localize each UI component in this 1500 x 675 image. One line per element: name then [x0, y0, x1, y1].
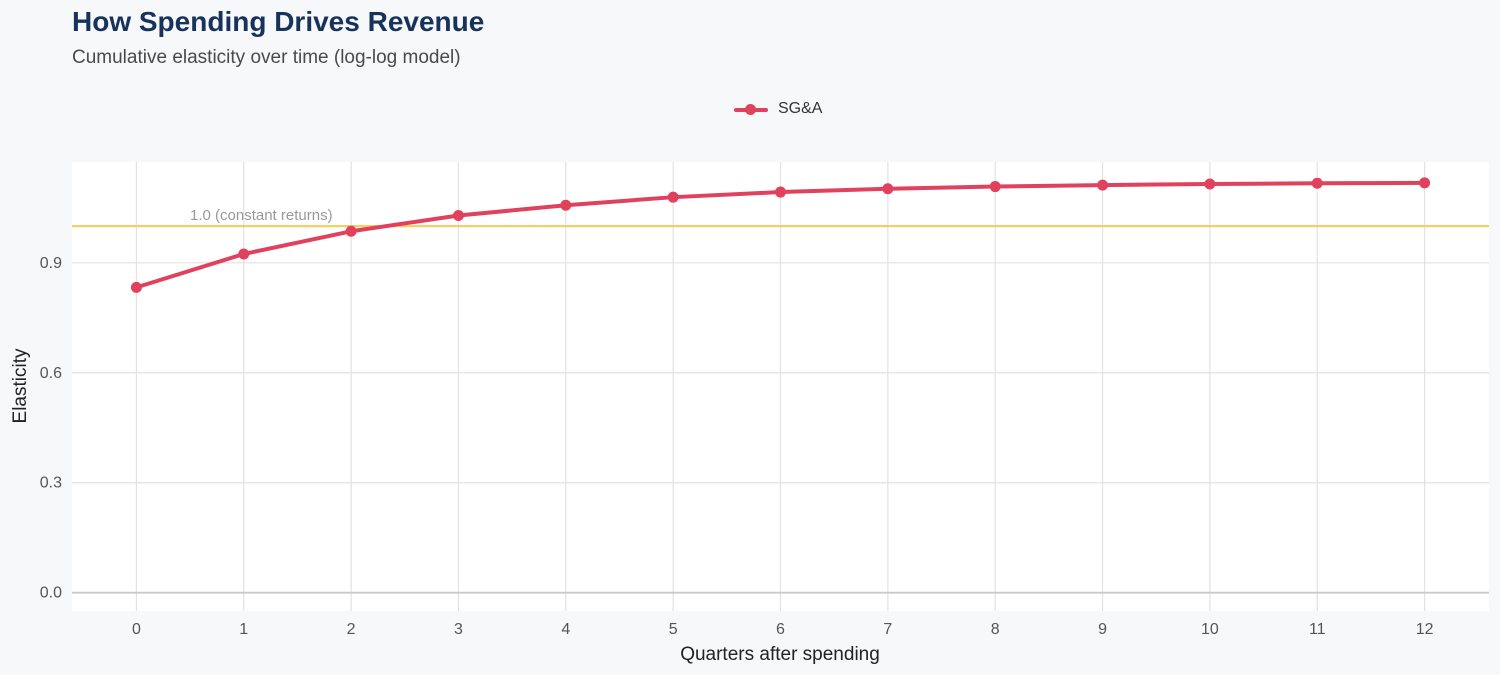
y-tick-label: 0.0: [40, 585, 62, 602]
legend: SG&A: [734, 99, 822, 119]
x-gridlines: [135, 162, 1426, 611]
x-tick-label: 12: [1416, 621, 1434, 638]
x-tick-labels: 0 1 2 3 4 5 6 7 8 9 10 11 12: [132, 621, 1434, 638]
x-tick-label: 4: [561, 621, 570, 638]
x-tick-label: 9: [1098, 621, 1107, 638]
x-tick-label: 2: [347, 621, 356, 638]
data-point: [1204, 178, 1216, 190]
x-tick-label: 5: [669, 621, 678, 638]
series-group: [130, 177, 1431, 293]
x-tick-label: 0: [132, 621, 141, 638]
data-point: [130, 281, 142, 293]
y-tick-label: 0.3: [40, 475, 62, 492]
data-point: [667, 191, 679, 203]
data-point: [560, 199, 572, 211]
data-point: [989, 181, 1001, 193]
chart-title: How Spending Drives Revenue: [72, 6, 485, 37]
chart-subtitle: Cumulative elasticity over time (log-log…: [72, 47, 461, 68]
y-tick-label: 0.6: [40, 365, 62, 382]
data-point: [238, 248, 250, 260]
reference-line-label: 1.0 (constant returns): [190, 207, 333, 224]
legend-label-sga: SG&A: [778, 100, 823, 117]
y-gridlines: [72, 262, 1489, 594]
data-point: [1419, 177, 1431, 189]
x-tick-label: 8: [991, 621, 1000, 638]
data-point: [775, 186, 786, 198]
x-tick-label: 3: [454, 621, 463, 638]
data-point: [345, 225, 357, 237]
x-tick-label: 10: [1201, 621, 1219, 638]
data-point: [1097, 179, 1109, 191]
legend-key-sga: [734, 99, 768, 119]
x-tick-label: 7: [883, 621, 892, 638]
x-axis-title: Quarters after spending: [680, 644, 880, 665]
x-tick-label: 1: [239, 621, 248, 638]
y-tick-label: 0.9: [40, 255, 62, 272]
y-axis-title: Elasticity: [10, 348, 31, 423]
data-point: [452, 210, 464, 222]
reference-line-group: 1.0 (constant returns): [72, 207, 1489, 228]
data-point: [882, 183, 894, 195]
x-tick-label: 6: [776, 621, 785, 638]
x-tick-label: 11: [1309, 621, 1326, 638]
data-point: [1311, 177, 1323, 189]
y-tick-labels: 0.0 0.3 0.6 0.9: [40, 255, 62, 602]
